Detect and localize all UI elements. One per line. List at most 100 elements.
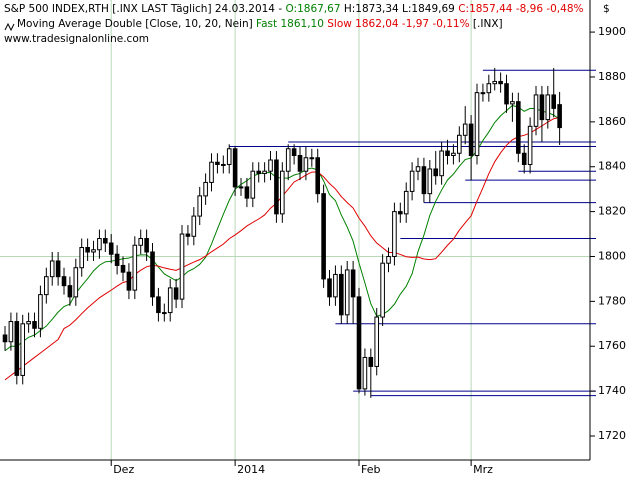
legend-text: Fast 1861,10	[256, 18, 324, 30]
candle-body	[26, 321, 31, 325]
candle-body	[374, 316, 380, 367]
candle-body	[315, 157, 321, 195]
candle-body	[73, 267, 79, 298]
x-tick-label: 2014	[237, 463, 265, 476]
candle-body	[256, 170, 262, 174]
x-tick-label: Dez	[113, 463, 134, 476]
candle-body	[162, 312, 167, 315]
legend-text: O:1867,67	[285, 3, 340, 15]
candle-body	[356, 296, 362, 390]
candle-body	[439, 150, 444, 177]
y-tick-label: 1820	[598, 205, 626, 218]
candle-body	[114, 253, 120, 266]
candle-body	[527, 125, 533, 165]
y-tick-label: 1760	[598, 339, 626, 352]
candle-body	[191, 215, 197, 237]
candle-body	[327, 278, 332, 298]
candle-body	[445, 150, 450, 157]
candle-body	[285, 148, 291, 172]
candle-body	[226, 148, 232, 165]
candle-body	[203, 181, 208, 197]
currency-label: $	[603, 3, 610, 15]
candle-body	[156, 296, 161, 314]
candle-body	[457, 134, 462, 154]
candle-body	[551, 94, 557, 109]
candle-body	[32, 321, 37, 329]
legend-line: Moving Average Double [Close, 10, 20, Ne…	[17, 18, 503, 30]
candle-body	[427, 168, 433, 195]
y-tick-label: 1780	[598, 294, 626, 307]
candle-body	[403, 190, 409, 215]
candle-body	[386, 255, 391, 264]
candle-body	[350, 269, 356, 298]
candle-body	[333, 273, 338, 298]
legend-text: H:1873,34 L:1849,69	[341, 3, 459, 15]
header: S&P 500 INDEX,RTH [.INX LAST Täglich] 24…	[4, 3, 584, 45]
candle-body	[545, 94, 551, 121]
candle-body	[392, 211, 397, 257]
candle-body	[262, 170, 267, 174]
candle-body	[185, 233, 191, 237]
candle-body	[480, 92, 486, 95]
candle-body	[303, 157, 309, 172]
candle-body	[126, 271, 132, 291]
candle-body	[492, 80, 498, 85]
candles	[2, 67, 562, 398]
candle-body	[38, 294, 43, 329]
legend-line: S&P 500 INDEX,RTH [.INX LAST Täglich] 24…	[4, 3, 584, 15]
candle-body	[67, 285, 73, 298]
candle-body	[510, 101, 515, 105]
candle-body	[309, 157, 315, 160]
candle-body	[97, 238, 102, 251]
candle-body	[197, 195, 203, 217]
candle-body	[14, 321, 20, 376]
candle-body	[380, 262, 385, 318]
candle-body	[244, 186, 250, 199]
candle-body	[280, 170, 285, 215]
y-tick-label: 1880	[598, 70, 626, 83]
legend-text: S&P 500 INDEX,RTH [.INX LAST Täglich] 24…	[4, 3, 285, 15]
candle-body	[557, 104, 562, 129]
axes: Dez 2014 Feb Mrz 1720 1740 1760 1780 1800 1820 184…	[0, 0, 626, 476]
indicator-icon	[4, 22, 15, 32]
candle-body	[486, 83, 492, 94]
y-tick-label: 1720	[598, 429, 626, 442]
levels	[229, 69, 596, 397]
y-tick-label: 1840	[598, 160, 626, 173]
candle-body	[274, 159, 279, 215]
legend-text: www.tradesignalonline.com	[4, 33, 149, 45]
candle-body	[468, 123, 474, 157]
candle-body	[451, 152, 456, 157]
y-tick-label: 1800	[598, 249, 626, 262]
x-tick-label: Mrz	[473, 463, 493, 476]
candle-body	[533, 94, 539, 127]
candle-body	[167, 287, 173, 314]
candle-body	[79, 247, 85, 269]
candle-body	[209, 161, 214, 183]
candle-body	[179, 233, 185, 300]
candle-body	[91, 249, 96, 253]
candle-body	[433, 168, 439, 177]
candle-body	[398, 211, 403, 215]
candle-body	[297, 155, 303, 172]
candle-body	[339, 273, 344, 316]
candle-body	[238, 186, 244, 189]
candle-body	[55, 260, 61, 278]
candle-body	[421, 166, 427, 195]
candle-body	[250, 170, 256, 199]
candle-body	[539, 94, 545, 121]
candle-body	[120, 264, 126, 273]
candle-body	[415, 166, 421, 172]
candle-body	[474, 92, 480, 157]
candle-body	[232, 148, 238, 188]
candle-body	[215, 161, 220, 165]
candle-body	[368, 356, 374, 367]
candle-body	[362, 356, 368, 390]
candle-body	[2, 334, 8, 343]
candle-body	[85, 247, 90, 253]
x-tick-label: Feb	[361, 463, 380, 476]
candle-body	[44, 276, 49, 296]
